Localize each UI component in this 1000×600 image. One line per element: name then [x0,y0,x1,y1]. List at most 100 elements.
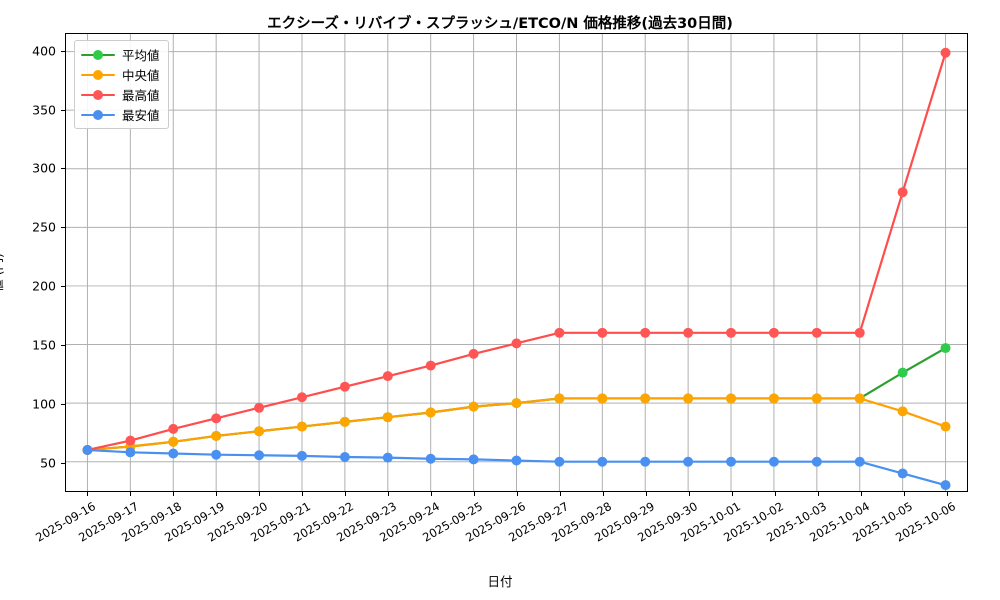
data-series-layer [82,47,951,491]
data-point [382,452,393,463]
data-point [468,454,479,465]
data-point [854,456,865,467]
legend-item-1[interactable]: 平均値 [81,46,160,63]
legend-item-4[interactable]: 最安値 [81,106,160,123]
series-4 [82,445,951,491]
data-point [425,453,436,464]
data-point [683,393,694,404]
data-point [726,393,737,404]
y-tick-mark [61,168,65,170]
data-point [339,452,350,462]
data-point [168,423,179,434]
data-point [254,402,265,413]
y-tick-mark [61,462,65,464]
data-point [554,327,565,338]
data-point [254,450,265,461]
legend-swatch-icon [81,49,115,61]
data-point [125,447,136,458]
y-tick-label: 250 [32,219,56,235]
x-tick-mark [172,492,174,496]
x-tick-mark [903,492,905,496]
legend-label: 中央値 [122,68,160,83]
data-point [811,327,822,338]
y-tick-mark [61,344,65,346]
data-point [168,448,179,459]
data-point [940,47,951,58]
data-point [854,327,865,338]
data-point [425,407,436,418]
y-tick-label: 400 [32,43,56,59]
data-point [811,456,822,467]
data-point [296,421,307,432]
x-tick-mark [602,492,604,496]
x-tick-mark [86,492,88,496]
x-axis-ticks: 2025-09-16 2025-09-17 2025-09-18 2025-09-19… [0,492,1000,572]
y-tick-mark [61,109,65,111]
data-point [940,421,951,432]
y-tick-label: 50 [40,455,56,471]
data-point [511,338,522,349]
data-point [511,455,522,466]
x-tick-mark [946,492,948,496]
data-point [468,401,479,412]
data-point [726,327,737,338]
data-point [254,426,265,437]
legend-swatch-icon [81,109,115,121]
series-2 [82,393,951,455]
series-3 [82,47,951,455]
x-tick-mark [731,492,733,496]
data-point [211,430,222,441]
legend-swatch-icon [81,69,115,81]
y-tick-label: 350 [32,102,56,117]
data-point [511,398,522,409]
data-point [940,343,951,354]
y-tick-label: 200 [32,278,56,294]
legend-label: 平均値 [122,48,160,63]
legend-label: 最安値 [122,108,160,123]
data-point [726,456,737,467]
data-point [296,392,307,403]
x-tick-mark [258,492,260,496]
data-point [382,412,393,423]
y-tick-label: 100 [32,396,56,412]
data-point [211,449,222,460]
data-point [554,456,565,467]
x-tick-mark [301,492,303,496]
y-tick-mark [61,286,65,288]
data-point [597,456,608,467]
x-tick-mark [645,492,647,496]
data-point [640,393,651,404]
series-line [86,51,947,452]
data-point [382,371,393,382]
data-point [597,327,608,338]
data-point [683,327,694,338]
x-axis-label: 日付 [487,574,513,589]
x-tick-mark [860,492,862,496]
chart-legend: 平均値中央値最高値最安値 [74,40,169,129]
data-point [597,393,608,404]
x-tick-mark [430,492,432,496]
data-point [897,468,908,479]
data-point [811,393,822,404]
data-point [897,187,908,198]
x-tick-mark [559,492,561,496]
data-point [125,435,136,446]
x-tick-mark [387,492,389,496]
data-point [82,445,93,455]
x-tick-mark [129,492,131,496]
legend-label: 最高値 [122,88,160,103]
x-tick-mark [688,492,690,496]
data-point [854,393,865,404]
y-tick-label: 150 [32,337,56,353]
data-point [296,450,307,461]
y-tick-label: 300 [32,160,56,176]
x-tick-mark [473,492,475,496]
data-point [768,456,779,467]
data-point [768,327,779,338]
data-point [211,413,222,424]
y-axis-ticks: 50 100 150 200 250 300 350 400 [0,33,1000,492]
data-point [554,393,565,404]
data-point [768,393,779,404]
legend-item-2[interactable]: 中央値 [81,66,160,83]
legend-item-3[interactable]: 最高値 [81,86,160,103]
